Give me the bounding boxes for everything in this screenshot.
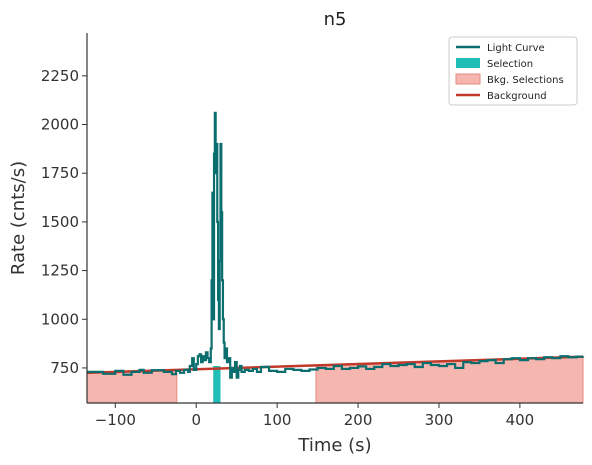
background-line <box>86 355 584 375</box>
legend-box <box>448 36 578 106</box>
selection-layer <box>213 366 221 403</box>
legend-label: Bkg. Selections <box>487 75 564 86</box>
legend-swatch <box>455 73 481 85</box>
x-tick-label: 200 <box>344 411 373 429</box>
y-axis-label: Rate (cnts/s) <box>8 161 29 275</box>
legend-label: Selection <box>487 59 533 70</box>
x-tick-label: 100 <box>263 411 292 429</box>
y-tick-label: 1250 <box>41 262 79 280</box>
y-tick-label: 2000 <box>41 116 79 134</box>
x-tick-label: 300 <box>425 411 454 429</box>
background-line-layer <box>86 355 584 375</box>
selection-region <box>213 366 221 403</box>
legend: Light Curve Selection Bkg. Selections Backg… <box>448 36 578 106</box>
y-tick-label: 1000 <box>41 310 79 328</box>
x-tick-label: −100 <box>95 411 136 429</box>
legend-swatch <box>456 58 480 68</box>
legend-label: Background <box>487 91 547 102</box>
light-curve-line <box>87 111 585 379</box>
y-tick-label: 2250 <box>41 67 79 85</box>
y-tick-label: 750 <box>50 359 79 377</box>
axes <box>86 33 583 404</box>
light-curve-layer <box>87 111 585 379</box>
y-tick-label: 1750 <box>41 164 79 182</box>
x-axis-label: Time (s) <box>297 435 371 456</box>
y-tick-label: 1500 <box>41 213 79 231</box>
x-tick-label: 400 <box>506 411 535 429</box>
legend-label: Light Curve <box>487 43 545 54</box>
x-tick-label: 0 <box>191 411 201 429</box>
chart-title: n5 <box>324 9 347 30</box>
ticks: −100 0 100 200 300 400 750 1000 1250 1500 1750 2000… <box>41 67 534 429</box>
